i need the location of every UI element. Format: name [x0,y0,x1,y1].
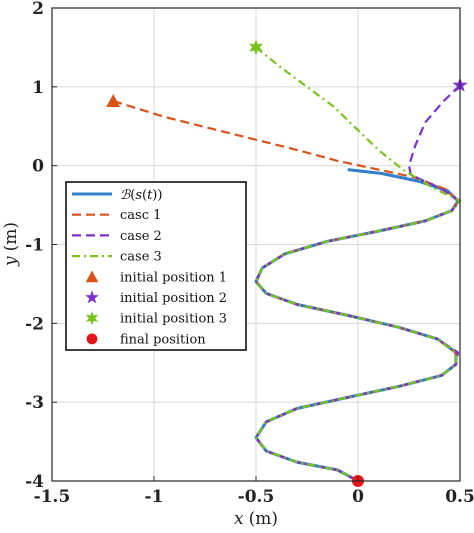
legend-label-3: case 2 [120,229,162,244]
y-tick-label: 1 [32,78,44,98]
legend-label-bspline: ℬ(s(t)) [120,188,162,203]
y-tick-label: -4 [25,472,44,492]
legend-box [65,181,247,351]
legend-label-marker-4: final position [120,332,206,347]
marker-3 [249,39,263,56]
series-group [112,46,462,483]
legend-label-marker-3: initial position 3 [120,312,227,327]
legend-label-4: case 3 [120,250,162,265]
marker-1 [106,94,121,108]
y-tick-label: -2 [25,314,44,334]
x-axis-label: x (m) [234,509,278,529]
legend-marker-1 [85,270,99,283]
y-tick-label: -1 [25,236,44,256]
x-tick-label: -1.5 [34,487,71,507]
x-tick-label: 0 [352,487,364,507]
y-tick-label: -3 [25,393,44,413]
legend-marker-3 [85,311,99,326]
legend-marker-2 [85,290,99,304]
legend-label-marker-1: initial position 1 [120,270,227,285]
legend: casc 1 case 2 case 3 initial position 1 init… [65,181,247,351]
y-tick-label: 2 [32,0,44,19]
legend-label-marker-2: initial position 2 [120,291,227,306]
series-line-4 [254,46,462,482]
x-tick-label: -0.5 [238,487,275,507]
legend-marker-4 [86,333,98,345]
legend-label-2: casc 1 [120,208,161,223]
x-tick-label: -1 [145,487,164,507]
y-axis-label: y(m) [1,222,21,267]
y-tick-label: 0 [32,157,44,177]
tick-labels: -1.5 -1 -0.5 0 0.5 -4 -3 -2 -1 0 1 2 [25,0,474,507]
x-tick-label: 0.5 [445,487,474,507]
